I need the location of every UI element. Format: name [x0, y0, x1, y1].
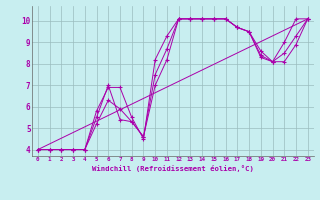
X-axis label: Windchill (Refroidissement éolien,°C): Windchill (Refroidissement éolien,°C): [92, 165, 254, 172]
